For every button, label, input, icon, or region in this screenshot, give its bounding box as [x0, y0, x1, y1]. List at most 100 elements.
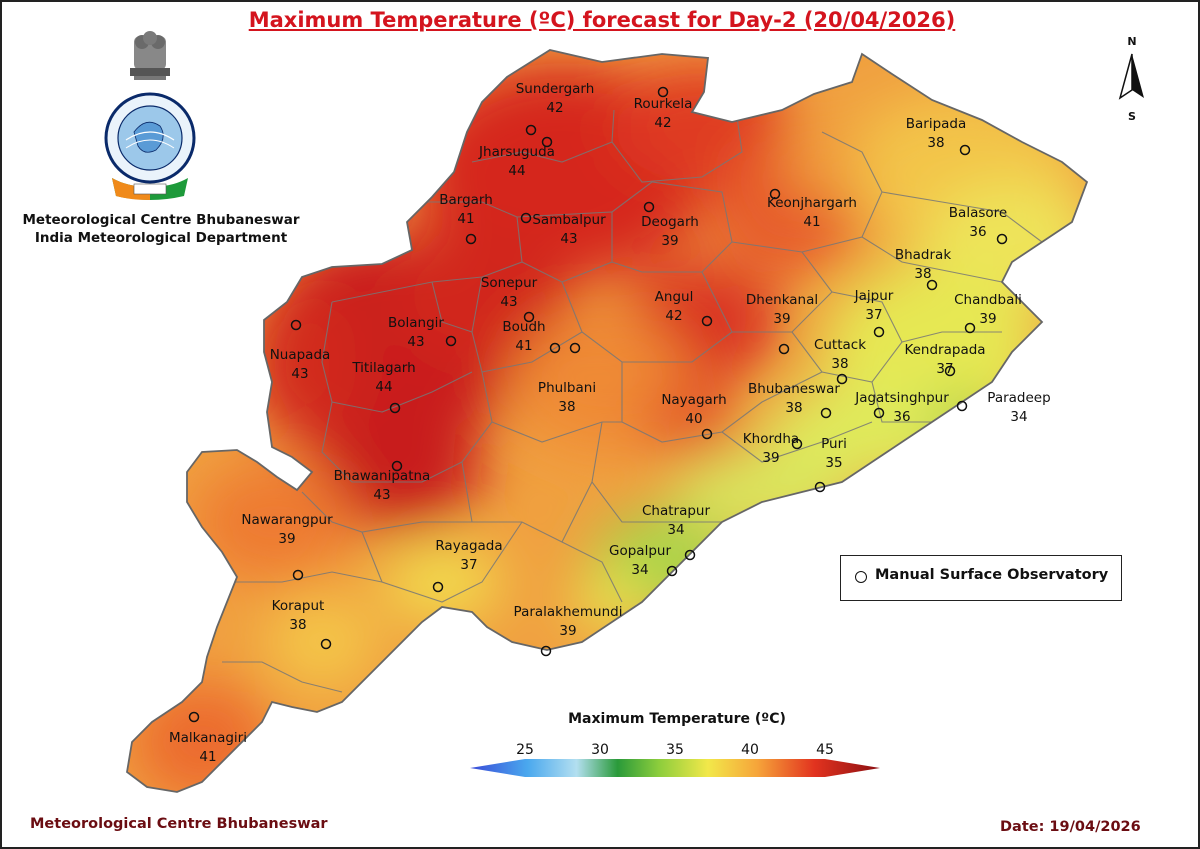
station-marker-nayagarh [701, 428, 713, 440]
colorbar-tick-30: 30 [591, 742, 609, 758]
station-marker-khordha [791, 438, 803, 450]
station-value-rayagada: 37 [460, 557, 477, 573]
footer-organization: Meteorological Centre Bhubaneswar [30, 816, 328, 832]
map-title: Maximum Temperature (ºC) forecast for Da… [248, 8, 956, 32]
station-value-jagatsinghpur: 36 [893, 409, 910, 425]
station-marker-bolangir [445, 335, 457, 347]
station-marker-titilagarh [389, 402, 401, 414]
station-name-nawarangpur: Nawarangpur [241, 512, 333, 528]
station-name-paradeep: Paradeep [987, 390, 1050, 406]
station-name-khordha: Khordha [743, 431, 799, 447]
colorbar-tick-45: 45 [816, 742, 834, 758]
station-value-baripada: 38 [927, 135, 944, 151]
station-marker-jharsuguda [541, 136, 553, 148]
imd-seal-icon [104, 92, 196, 200]
station-marker-cuttack [836, 373, 848, 385]
station-value-bargarh: 41 [457, 211, 474, 227]
station-marker-baripada [959, 144, 971, 156]
station-marker-kendrapada [944, 365, 956, 377]
station-name-baripada: Baripada [906, 116, 967, 132]
station-marker-bhubaneswar [820, 407, 832, 419]
station-marker-chatrapur [684, 549, 696, 561]
station-name-dhenkanal: Dhenkanal [746, 292, 818, 308]
station-marker-gopalpur [666, 565, 678, 577]
colorbar: 25 30 35 40 45 [470, 742, 880, 777]
station-marker-paralakhemundi [540, 645, 552, 657]
station-name-paralakhemundi: Paralakhemundi [514, 604, 623, 620]
station-marker-phulbani [569, 342, 581, 354]
station-name-sundergarh: Sundergarh [516, 81, 595, 97]
station-value-bhadrak: 38 [914, 266, 931, 282]
north-arrow: N S [1112, 32, 1152, 127]
station-name-jagatsinghpur: Jagatsinghpur [854, 390, 949, 406]
station-value-balasore: 36 [969, 224, 986, 240]
south-label: S [1128, 110, 1136, 123]
station-marker-jagatsinghpur [873, 407, 885, 419]
station-marker-balasore [996, 233, 1008, 245]
station-name-bhadrak: Bhadrak [895, 247, 951, 263]
national-emblem-icon [130, 31, 170, 80]
station-value-bolangir: 43 [407, 334, 424, 350]
station-marker-rayagada [432, 581, 444, 593]
north-arrow-icon [1118, 53, 1144, 100]
station-marker-deogarh [643, 201, 655, 213]
colorbar-tick-40: 40 [741, 742, 759, 758]
station-marker-boudh [549, 342, 561, 354]
station-marker-chandbali [964, 322, 976, 334]
observatory-legend: Manual Surface Observatory [840, 555, 1122, 601]
station-marker-sambalpur [520, 212, 532, 224]
station-marker-koraput [320, 638, 332, 650]
station-marker-sundergarh [525, 124, 537, 136]
station-value-titilagarh: 44 [375, 379, 392, 395]
station-name-boudh: Boudh [502, 319, 545, 335]
organization-line-2: India Meteorological Department [34, 230, 288, 246]
station-value-sambalpur: 43 [560, 231, 577, 247]
station-value-jharsuguda: 44 [508, 163, 525, 179]
north-label: N [1127, 35, 1137, 48]
station-name-kendrapada: Kendrapada [904, 342, 985, 358]
station-name-gopalpur: Gopalpur [609, 543, 671, 559]
station-value-dhenkanal: 39 [773, 311, 790, 327]
station-value-paralakhemundi: 39 [559, 623, 576, 639]
station-value-nuapada: 43 [291, 366, 308, 382]
station-name-sambalpur: Sambalpur [532, 212, 606, 228]
station-marker-keonjhargarh [769, 188, 781, 200]
station-value-sonepur: 43 [500, 294, 517, 310]
station-marker-sonepur [523, 311, 535, 323]
station-layer: Sundergarh 42 Rourkela 42 Jharsuguda 44 Bargar… [169, 81, 1051, 765]
station-value-puri: 35 [825, 455, 842, 471]
station-value-gopalpur: 34 [631, 562, 648, 578]
station-marker-malkanagiri [188, 711, 200, 723]
station-value-sundergarh: 42 [546, 100, 563, 116]
station-name-rayagada: Rayagada [435, 538, 502, 554]
station-name-puri: Puri [821, 436, 847, 452]
organization-line-1: Meteorological Centre Bhubaneswar [22, 212, 300, 228]
station-marker-nawarangpur [292, 569, 304, 581]
station-marker-jajpur [873, 326, 885, 338]
station-value-phulbani: 38 [558, 399, 575, 415]
observatory-marker-icon [855, 571, 867, 583]
station-value-nayagarh: 40 [685, 411, 702, 427]
station-marker-bhawanipatna [391, 460, 403, 472]
colorbar-title: Maximum Temperature (ºC) [568, 711, 786, 727]
colorbar-gradient [470, 759, 880, 777]
station-value-koraput: 38 [289, 617, 306, 633]
station-name-chandbali: Chandbali [954, 292, 1022, 308]
station-value-bhawanipatna: 43 [373, 487, 390, 503]
station-value-jajpur: 37 [865, 307, 882, 323]
station-value-bhubaneswar: 38 [785, 400, 802, 416]
station-value-kendrapada: 37 [936, 361, 953, 377]
colorbar-ticks: 25 30 35 40 45 [516, 742, 834, 758]
station-name-bargarh: Bargarh [439, 192, 493, 208]
district-boundaries [222, 109, 1043, 693]
station-value-angul: 42 [665, 308, 682, 324]
temperature-field [127, 50, 1087, 792]
station-name-cuttack: Cuttack [814, 337, 866, 353]
station-marker-puri [814, 481, 826, 493]
station-marker-bhadrak [926, 279, 938, 291]
footer-date: Date: 19/04/2026 [1000, 819, 1141, 835]
station-value-cuttack: 38 [831, 356, 848, 372]
station-value-rourkela: 42 [654, 115, 671, 131]
